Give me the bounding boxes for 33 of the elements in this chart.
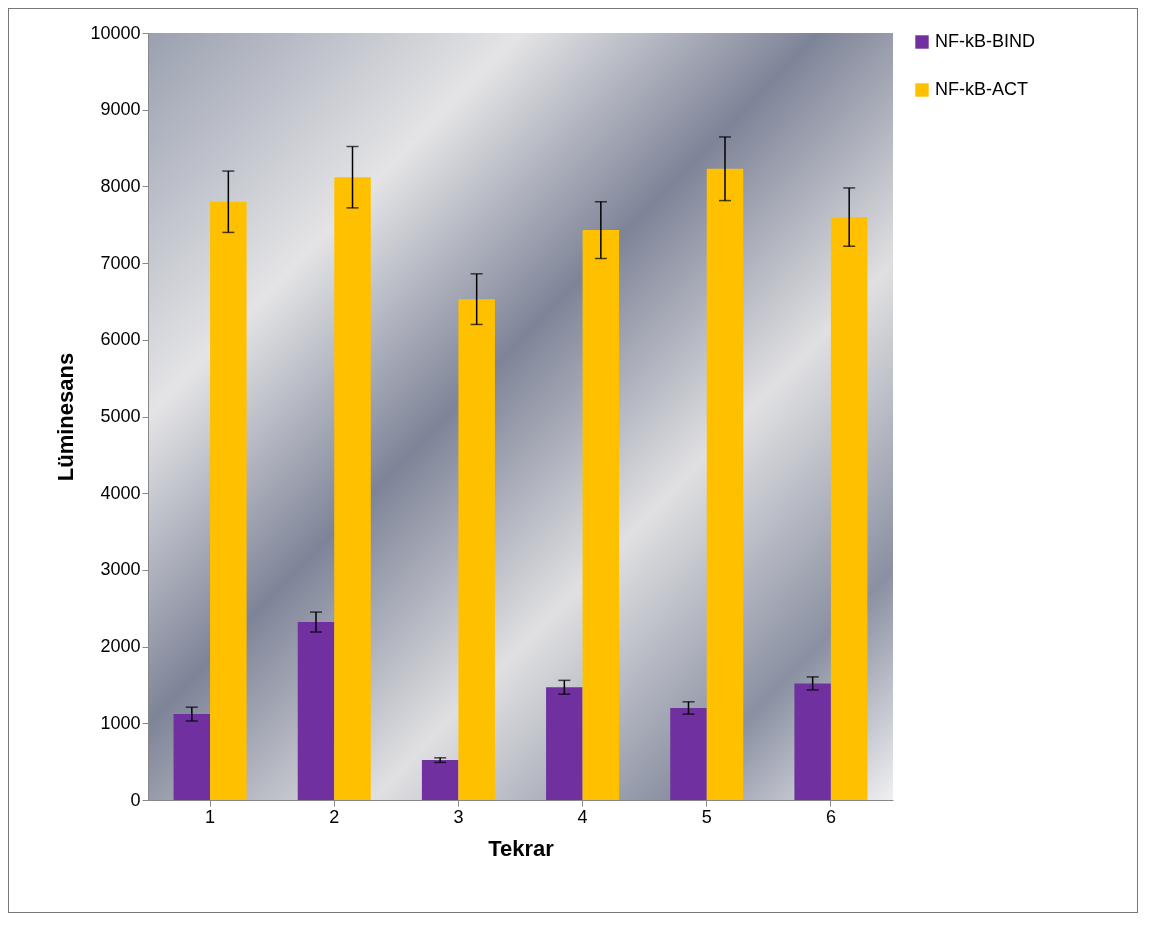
- bar: [297, 622, 335, 800]
- x-tick-label: 5: [701, 806, 712, 827]
- bar: [794, 683, 831, 800]
- y-tick-label: 10000: [90, 22, 141, 43]
- y-tick-label: 1000: [100, 712, 141, 733]
- bar: [546, 687, 583, 800]
- y-tick-label: 8000: [100, 175, 141, 196]
- x-tick-label: 1: [205, 806, 216, 827]
- bar: [582, 230, 620, 800]
- y-tick-label: 6000: [100, 329, 141, 350]
- legend-label: NF-kB-BIND: [935, 31, 1035, 51]
- bar: [421, 760, 459, 800]
- y-tick-label: 3000: [100, 559, 141, 580]
- x-tick-label: 2: [329, 806, 340, 827]
- bar: [706, 168, 744, 800]
- bar: [830, 217, 868, 800]
- bar: [458, 299, 495, 800]
- y-tick-label: 5000: [100, 406, 141, 426]
- x-tick-label: 3: [453, 806, 464, 827]
- bar: [670, 707, 707, 800]
- y-axis-title: Lüminesans: [53, 352, 79, 482]
- bar: [210, 201, 247, 800]
- y-tick-label: 4000: [100, 482, 141, 503]
- legend-label: NF-kB-ACT: [935, 79, 1028, 99]
- x-tick-label: 6: [825, 806, 836, 827]
- bar: [334, 177, 371, 800]
- y-tick-label: 9000: [100, 99, 141, 120]
- y-tick-label: 2000: [100, 636, 141, 657]
- bar: [173, 714, 211, 800]
- y-tick-label: 0: [130, 789, 141, 810]
- x-axis-title: Tekrar: [488, 835, 555, 861]
- x-tick-label: 4: [577, 806, 588, 827]
- y-tick-label: 7000: [100, 252, 141, 273]
